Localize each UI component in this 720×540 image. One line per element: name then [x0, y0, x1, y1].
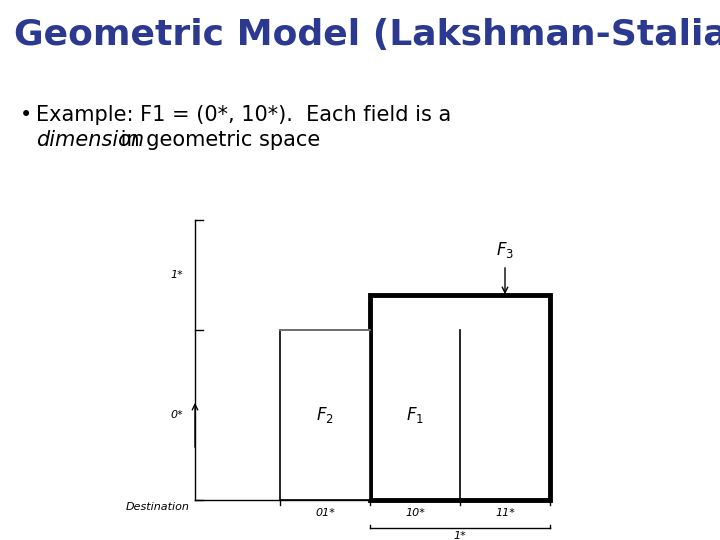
Text: Example: F1 = (0*, 10*).  Each field is a: Example: F1 = (0*, 10*). Each field is a: [36, 105, 451, 125]
Text: $F_1$: $F_1$: [406, 405, 424, 425]
Text: dimension: dimension: [36, 130, 144, 150]
Text: •: •: [20, 105, 32, 125]
Text: $F_3$: $F_3$: [496, 240, 514, 260]
Text: 11*: 11*: [495, 508, 515, 518]
Text: 01*: 01*: [315, 508, 335, 518]
Text: 1*: 1*: [454, 531, 467, 540]
Text: Destination: Destination: [126, 502, 190, 512]
Bar: [280, 330, 370, 500]
Bar: [370, 295, 550, 500]
Text: 10*: 10*: [405, 508, 425, 518]
Text: in geometric space: in geometric space: [114, 130, 320, 150]
Text: 0*: 0*: [170, 410, 183, 420]
Text: $F_2$: $F_2$: [316, 405, 334, 425]
Text: Geometric Model (Lakshman-Staliadis): Geometric Model (Lakshman-Staliadis): [14, 18, 720, 52]
Text: 1*: 1*: [170, 270, 183, 280]
